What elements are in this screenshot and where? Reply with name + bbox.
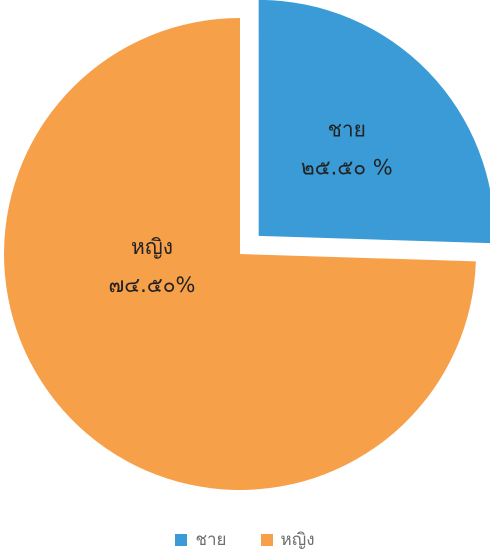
legend-label-male: ชาย xyxy=(195,530,227,550)
legend-swatch-male xyxy=(175,533,188,546)
pie-slice-male xyxy=(258,0,490,244)
legend-swatch-female xyxy=(260,533,273,546)
data-label-male-value: ๒๕.๕๐ % xyxy=(301,156,393,180)
legend-item-female: หญิง xyxy=(260,526,315,553)
pie-slice-female xyxy=(3,18,476,490)
data-label-female-name: หญิง xyxy=(131,235,173,259)
data-label-male-name: ชาย xyxy=(328,118,366,142)
legend-item-male: ชาย xyxy=(175,526,227,553)
legend: ชาย หญิง xyxy=(0,526,490,553)
data-label-female-value: ๗๔.๕๐% xyxy=(108,273,195,297)
legend-label-female: หญิง xyxy=(280,530,315,550)
